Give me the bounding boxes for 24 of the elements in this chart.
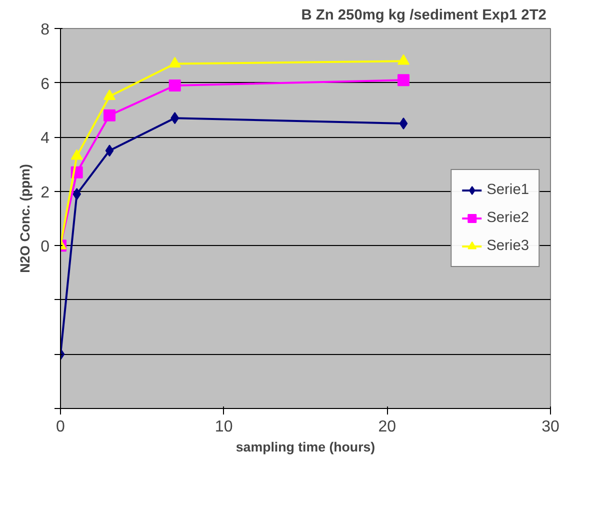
x-tick-label: 10 bbox=[214, 418, 233, 436]
legend-label: Serie2 bbox=[486, 210, 529, 226]
point bbox=[70, 149, 83, 160]
legend-label: Serie3 bbox=[486, 238, 529, 254]
point bbox=[104, 109, 116, 122]
point bbox=[104, 90, 116, 100]
point bbox=[399, 118, 408, 130]
x-tick-label: 0 bbox=[56, 418, 66, 436]
point bbox=[398, 74, 410, 86]
chart-title: B Zn 250mg kg /sediment Exp1 2T2 bbox=[301, 8, 546, 24]
x-tick-label: 20 bbox=[378, 418, 396, 436]
point bbox=[105, 144, 114, 157]
point bbox=[168, 56, 181, 68]
y-tick-label: 2 bbox=[40, 184, 50, 202]
point bbox=[398, 54, 410, 65]
y-tick-label: 6 bbox=[40, 76, 50, 93]
x-axis-title: sampling time (hours) bbox=[236, 440, 376, 454]
x-tick-label: 30 bbox=[542, 418, 560, 436]
point bbox=[168, 80, 181, 92]
y-tick-label: 0 bbox=[40, 238, 50, 256]
y-tick-label: 8 bbox=[40, 22, 50, 38]
y-axis-title: N2O Conc. (ppm) bbox=[18, 164, 33, 273]
y-tick-label: 4 bbox=[40, 130, 50, 148]
legend-label: Serie1 bbox=[486, 182, 529, 198]
